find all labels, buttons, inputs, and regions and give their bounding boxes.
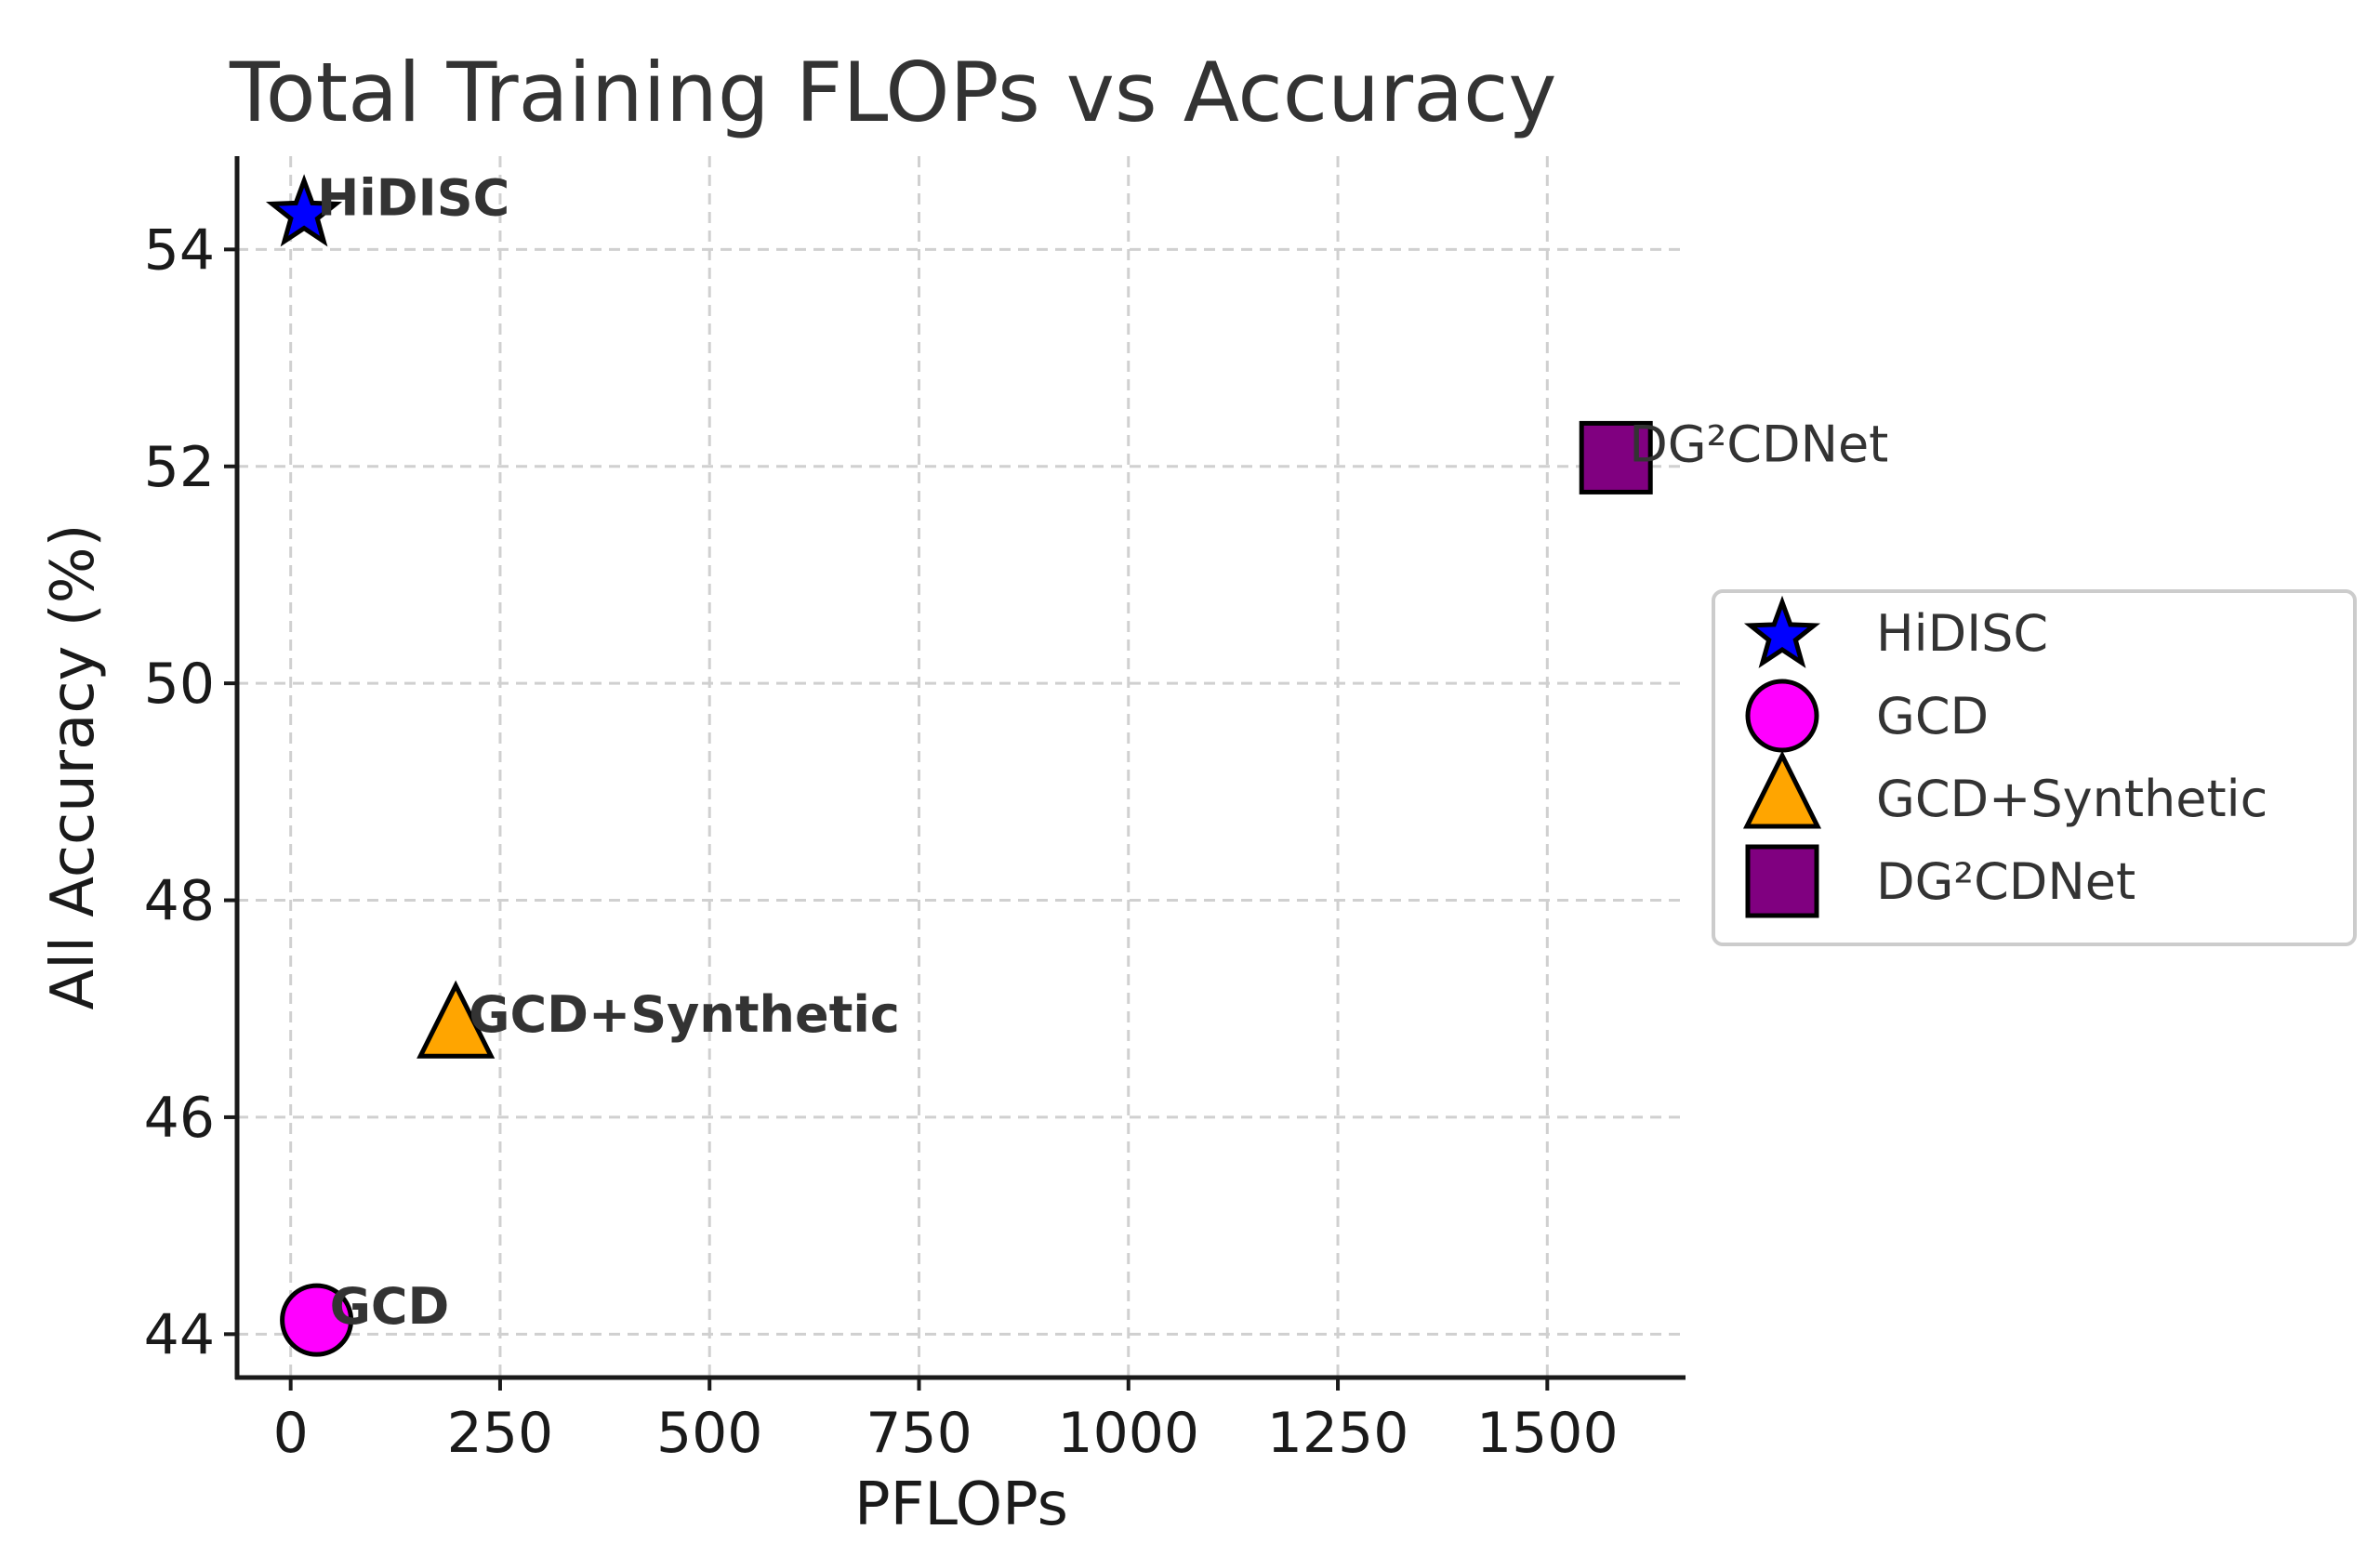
point-annotation: DG²CDNet [1629, 415, 1888, 473]
x-tick-label: 0 [273, 1401, 309, 1466]
chart-title: Total Training FLOPs vs Accuracy [229, 45, 1556, 140]
x-tick-label: 500 [656, 1401, 763, 1466]
data-point-circle [280, 1283, 354, 1357]
point-annotation: GCD [330, 1277, 450, 1336]
x-tick-label: 1250 [1267, 1401, 1409, 1466]
y-tick-label: 50 [144, 652, 215, 717]
data-point-square [1579, 420, 1653, 494]
legend-marker-circle [1745, 679, 1819, 753]
y-tick-label: 46 [144, 1086, 215, 1151]
x-tick-label: 250 [447, 1401, 554, 1466]
legend: HiDISC GCD GCD+Synthetic DG²CDNet [1712, 589, 2357, 946]
data-point-triangle [416, 980, 496, 1059]
legend-marker-triangle [1742, 750, 1822, 829]
x-tick-label: 1500 [1476, 1401, 1619, 1466]
x-tick-label: 750 [866, 1401, 972, 1466]
legend-label: DG²CDNet [1876, 852, 2135, 911]
y-tick-label: 48 [144, 869, 215, 934]
y-tick-label: 52 [144, 435, 215, 500]
legend-marker-square [1745, 844, 1819, 918]
y-tick-label: 54 [144, 218, 215, 283]
legend-label: HiDISC [1876, 604, 2048, 663]
grid [237, 156, 1686, 1378]
x-tick-label: 1000 [1057, 1401, 1199, 1466]
y-tick-label: 44 [144, 1302, 215, 1367]
ticks: 0 250 500 750 1000 1250 1500 44 46 48 50 52 54 [144, 218, 1619, 1466]
x-axis-label: PFLOPs [854, 1470, 1068, 1539]
data-points: HiDISC GCD GCD+Synthetic DG²CDNet [265, 169, 1888, 1357]
legend-box [1712, 589, 2357, 946]
legend-label: GCD+Synthetic [1876, 770, 2268, 828]
legend-label: GCD [1876, 687, 1989, 745]
axes [234, 156, 1686, 1380]
data-point-star [265, 174, 343, 247]
y-axis-label: All Accuracy (%) [39, 524, 108, 1010]
point-annotation: GCD+Synthetic [469, 985, 900, 1044]
legend-marker-star [1743, 595, 1821, 668]
point-annotation: HiDISC [317, 169, 509, 228]
